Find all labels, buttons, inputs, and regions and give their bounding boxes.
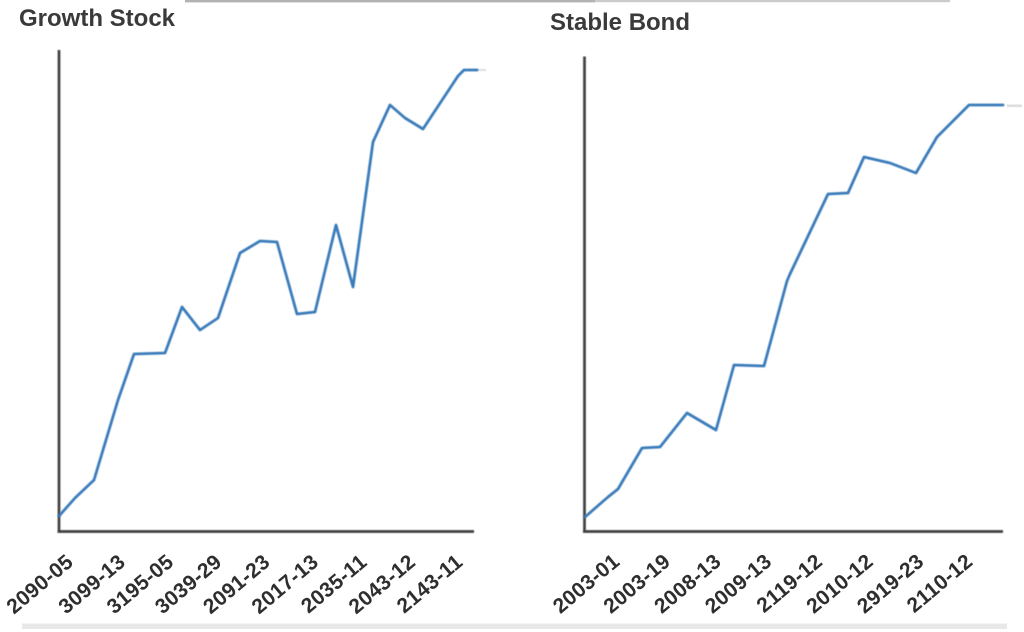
svg-text:Growth Stock: Growth Stock: [19, 5, 176, 32]
svg-text:Stable Bond: Stable Bond: [550, 9, 690, 36]
